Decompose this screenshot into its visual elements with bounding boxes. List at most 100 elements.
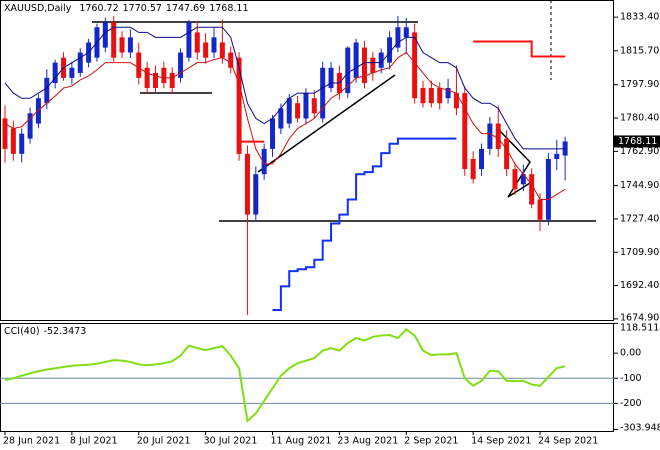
indicator-line [272,137,457,311]
candle-body [270,118,276,149]
candle-body [253,174,259,215]
y-tick-label: 1797.90 [620,79,659,90]
y-tick-label: 1692.40 [620,280,659,291]
candle-body [2,118,8,149]
x-tick-label: 14 Sep 2021 [471,436,531,447]
candle-body [361,47,367,84]
candle-body [529,174,535,205]
candle-body [169,72,175,88]
candle-body [136,52,142,78]
price-panel [2,0,596,315]
main-frame [0,0,614,321]
x-tick-label: 8 Jul 2021 [70,436,118,447]
x-tick-label: 2 Sep 2021 [404,436,458,447]
cci-panel [0,327,614,423]
candle-body [27,113,33,139]
y-tick-label: 1709.90 [620,247,659,258]
candle-body [52,62,58,84]
indicator-line [4,26,566,150]
candle-body [437,87,443,104]
candle-body [345,47,351,94]
wedge-lines [498,129,531,198]
cci-header: CCI(40) -52.3473 [4,326,86,337]
candle-body [412,32,418,99]
candle-body [387,37,393,63]
candle-body [102,22,108,48]
trend-line [257,74,396,173]
candle-body [320,67,326,119]
candle-body [420,87,426,104]
candle-body [395,27,401,48]
candle-body [69,67,75,78]
candle-body [178,52,184,78]
y-tick-label: 1727.40 [620,213,659,224]
cci-line [4,327,566,423]
low-value: 1747.69 [166,3,205,14]
candle-body [194,32,200,53]
candle-body [219,42,225,58]
y-tick-label: 1674.90 [620,313,659,324]
candle-body [311,98,317,114]
candle-body [479,148,485,170]
candle-body [504,138,510,170]
candle-body [236,57,242,154]
candle-body [278,108,284,129]
candle-body [211,37,217,53]
candle-body [378,52,384,68]
candle-body [127,37,133,53]
candle-body [554,153,560,159]
cci-frame [0,323,614,432]
candle-body [77,52,83,73]
x-tick-label: 11 Aug 2021 [271,436,332,447]
candle-body [453,93,459,109]
candle-body [111,22,117,58]
candle-body [462,93,468,170]
candle-body [445,87,451,99]
candle-body [545,158,551,220]
candle-body [19,133,25,154]
candle-body [495,123,501,149]
price-box [614,135,660,148]
candle-body [520,174,526,185]
candle-body [203,42,209,58]
candle-body [537,199,543,220]
candle-body [328,67,334,88]
x-tick-label: 20 Jul 2021 [137,436,191,447]
candle-body [228,52,234,68]
candle-body [161,67,167,84]
candle-body [353,42,359,78]
x-tick-label: 28 Jun 2021 [3,436,60,447]
current-price: 1768.11 [618,136,657,147]
candle-body [487,123,493,149]
candle-body [244,153,250,215]
indicator-line [239,40,566,143]
cci-title: CCI(40) [4,326,40,337]
open-value: 1760.72 [79,3,118,14]
candle-body [152,72,158,88]
candle-body [44,77,50,104]
axes: 1833.40 1815.70 1797.90 1780.40 1762.90 1744.… [3,12,660,447]
close-value: 1768.11 [209,3,248,14]
y-tick-label: 1780.40 [620,113,659,124]
candle-body [144,67,150,88]
candle-body [295,103,301,119]
y-tick-label: -303.9481 [620,423,660,434]
indicator-line [4,51,566,201]
symbol: XAUUSD,Daily [4,3,72,14]
drawn-objects [92,0,596,222]
y-tick-label: 1744.90 [620,180,659,191]
x-tick-label: 24 Sep 2021 [538,436,598,447]
y-tick-label: 1833.40 [620,12,659,23]
y-tick-label: 1762.90 [620,146,659,157]
candle-body [403,27,409,38]
candle-body [261,148,267,175]
x-tick-label: 30 Jul 2021 [204,436,258,447]
y-tick-label: -200 [620,398,642,409]
candle-body [186,22,192,58]
y-tick-label: 0.00 [620,348,641,359]
y-tick-label: 118.5118 [620,323,660,334]
cci-last: -52.3473 [44,326,87,337]
candle-body [470,158,476,180]
x-tick-label: 23 Aug 2021 [337,436,398,447]
